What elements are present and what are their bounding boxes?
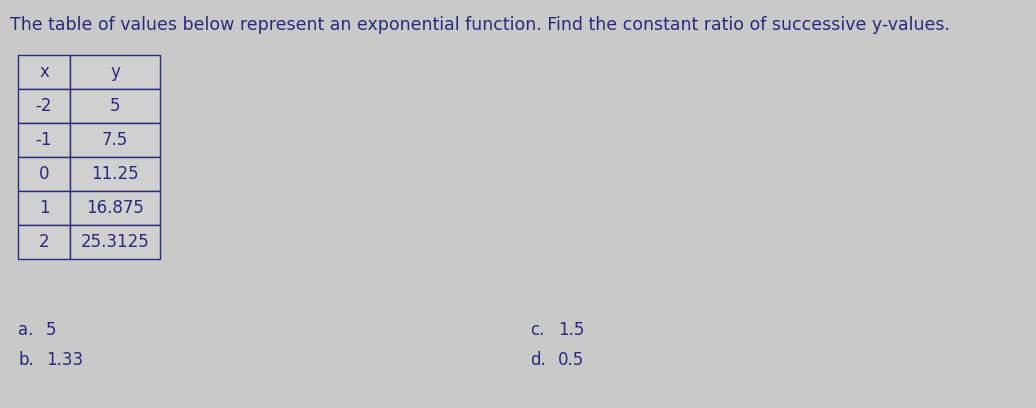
Bar bbox=[70, 191, 160, 225]
Text: 25.3125: 25.3125 bbox=[81, 233, 149, 251]
Text: 7.5: 7.5 bbox=[102, 131, 128, 149]
Text: y: y bbox=[110, 63, 120, 81]
Bar bbox=[18, 123, 70, 157]
Text: 1: 1 bbox=[38, 199, 50, 217]
Text: c.: c. bbox=[530, 321, 544, 339]
Text: 16.875: 16.875 bbox=[86, 199, 144, 217]
Text: 1.33: 1.33 bbox=[46, 351, 83, 369]
Text: a.: a. bbox=[18, 321, 33, 339]
Bar bbox=[70, 89, 160, 123]
Bar bbox=[18, 157, 70, 191]
Bar bbox=[18, 55, 70, 89]
Text: 1.5: 1.5 bbox=[558, 321, 584, 339]
Bar bbox=[70, 55, 160, 89]
Text: -2: -2 bbox=[36, 97, 52, 115]
Text: b.: b. bbox=[18, 351, 34, 369]
Text: 11.25: 11.25 bbox=[91, 165, 139, 183]
Text: x: x bbox=[39, 63, 49, 81]
Text: The table of values below represent an exponential function. Find the constant r: The table of values below represent an e… bbox=[10, 16, 950, 34]
Bar bbox=[18, 191, 70, 225]
Text: d.: d. bbox=[530, 351, 546, 369]
Text: 0: 0 bbox=[38, 165, 50, 183]
Bar bbox=[70, 225, 160, 259]
Bar bbox=[70, 123, 160, 157]
Bar bbox=[70, 157, 160, 191]
Text: 2: 2 bbox=[38, 233, 50, 251]
Bar bbox=[18, 89, 70, 123]
Text: 0.5: 0.5 bbox=[558, 351, 584, 369]
Text: 5: 5 bbox=[110, 97, 120, 115]
Text: 5: 5 bbox=[46, 321, 57, 339]
Text: -1: -1 bbox=[36, 131, 52, 149]
Bar bbox=[18, 225, 70, 259]
